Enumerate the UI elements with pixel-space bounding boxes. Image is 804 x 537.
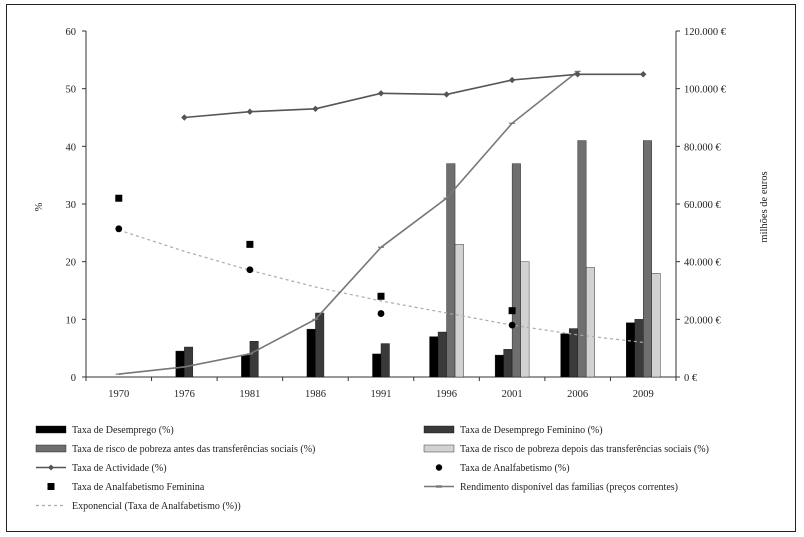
bar xyxy=(585,267,595,378)
point-analfabetismo xyxy=(377,310,385,317)
bar xyxy=(437,331,447,378)
legend-label: Taxa de Actividade (%) xyxy=(72,463,167,474)
point-actividade xyxy=(246,108,254,115)
bar xyxy=(577,140,587,378)
left-tick-label: 20 xyxy=(66,258,77,269)
legend-item: Taxa de Desemprego Feminino (%) xyxy=(423,425,603,436)
x-tick-label: 1991 xyxy=(371,389,392,400)
legend-item: Rendimento disponível das famílias (preç… xyxy=(424,482,678,493)
bar xyxy=(568,328,578,378)
point-analfabetismo xyxy=(508,321,516,329)
right-tick-label: 120.000 € xyxy=(684,27,727,38)
right-tick-label: 40.000 € xyxy=(684,258,722,269)
left-tick-label: 60 xyxy=(66,27,77,38)
left-tick-label: 40 xyxy=(66,142,77,153)
point-actividade xyxy=(574,71,581,78)
bar xyxy=(503,349,513,378)
point-actividade xyxy=(181,114,188,121)
bar xyxy=(643,140,652,378)
left-tick-label: 0 xyxy=(71,373,76,384)
x-tick-label: 1986 xyxy=(305,389,326,400)
legend-label: Exponencial (Taxa de Analfabetismo (%)) xyxy=(72,501,241,512)
bar xyxy=(241,354,251,378)
bar xyxy=(175,350,185,378)
legend-swatch xyxy=(47,483,55,490)
point-analfabetismo xyxy=(246,266,254,274)
right-tick-label: 60.000 € xyxy=(684,200,722,211)
bar xyxy=(429,336,439,378)
bar xyxy=(315,312,325,378)
bar xyxy=(249,341,259,378)
bar xyxy=(454,244,464,378)
lines xyxy=(118,70,644,375)
point-analfabetismo-feminina xyxy=(246,240,254,248)
point-actividade xyxy=(312,105,319,113)
bar xyxy=(651,273,661,378)
legend-label: Taxa de Desemprego (%) xyxy=(72,425,174,436)
point-actividade xyxy=(508,76,516,84)
line-rendimento xyxy=(118,70,579,375)
legend-label: Taxa de Analfabetismo Feminina xyxy=(72,482,205,493)
bar xyxy=(520,261,530,378)
legend-item: Taxa de Analfabetismo Feminina xyxy=(47,482,205,493)
legend-swatch xyxy=(435,464,443,471)
x-tick-label: 2009 xyxy=(633,389,654,400)
bar xyxy=(184,346,194,378)
point-actividade xyxy=(443,91,450,98)
bar xyxy=(626,322,635,378)
point-analfabetismo xyxy=(115,225,123,233)
legend-swatch xyxy=(35,425,67,434)
right-tick-label: 20.000 € xyxy=(684,315,722,326)
x-tick-label: 1970 xyxy=(108,389,129,400)
bars xyxy=(175,140,661,378)
legend-label: Taxa de risco de pobreza depois das tran… xyxy=(460,444,709,455)
legend-label: Taxa de Analfabetismo (%) xyxy=(460,463,570,474)
bar xyxy=(560,333,570,378)
legend-item: Taxa de Analfabetismo (%) xyxy=(435,463,570,474)
bar xyxy=(494,354,504,378)
bar xyxy=(372,353,382,378)
x-tick-label: 1981 xyxy=(239,389,260,400)
bar xyxy=(380,343,390,378)
legend-swatch xyxy=(423,444,455,453)
right-axis-title: milhões de euros xyxy=(759,171,770,242)
legend-item: Taxa de Desemprego (%) xyxy=(35,425,174,436)
right-tick-label: 100.000 € xyxy=(684,85,727,96)
legend-swatch xyxy=(35,444,67,453)
right-tick-label: 0 € xyxy=(684,373,698,384)
legend-swatch xyxy=(423,425,455,434)
point-analfabetismo-feminina xyxy=(508,307,516,315)
legend-item: Taxa de risco de pobreza depois das tran… xyxy=(423,444,709,455)
bar xyxy=(306,328,316,378)
bar xyxy=(511,163,521,378)
point-actividade xyxy=(640,71,647,78)
left-tick-label: 10 xyxy=(66,315,77,326)
legend-label: Taxa de risco de pobreza antes das trans… xyxy=(72,444,315,455)
left-tick-label: 30 xyxy=(66,200,77,211)
legend-item: Taxa de Actividade (%) xyxy=(36,463,167,474)
legend-label: Rendimento disponível das famílias (preç… xyxy=(460,482,678,493)
x-tick-label: 1996 xyxy=(436,389,457,400)
right-tick-label: 80.000 € xyxy=(684,142,722,153)
x-tick-label: 2001 xyxy=(502,389,523,400)
trend-line-analfabetismo xyxy=(118,229,644,343)
legend-marker xyxy=(48,464,54,471)
axes: 0 10 20 30 40 50 60 0 € 20.000 € 40.000 € 60.000 €… xyxy=(34,27,770,400)
x-tick-label: 1976 xyxy=(174,389,195,400)
bar xyxy=(634,319,644,378)
legend-label: Taxa de Desemprego Feminino (%) xyxy=(460,425,603,436)
point-actividade xyxy=(377,90,385,97)
left-tick-label: 50 xyxy=(66,85,77,96)
point-analfabetismo-feminina xyxy=(377,292,385,300)
legend: Taxa de Desemprego (%) Taxa de Desemprego… xyxy=(35,425,709,512)
x-tick-label: 2006 xyxy=(567,389,588,400)
line-actividade xyxy=(184,73,644,119)
point-analfabetismo-feminina xyxy=(115,194,123,202)
points xyxy=(115,70,647,375)
legend-item: Exponencial (Taxa de Analfabetismo (%)) xyxy=(36,501,241,512)
left-axis-title: % xyxy=(34,202,45,211)
legend-item: Taxa de risco de pobreza antes das trans… xyxy=(35,444,315,455)
chart-frame xyxy=(6,4,796,532)
